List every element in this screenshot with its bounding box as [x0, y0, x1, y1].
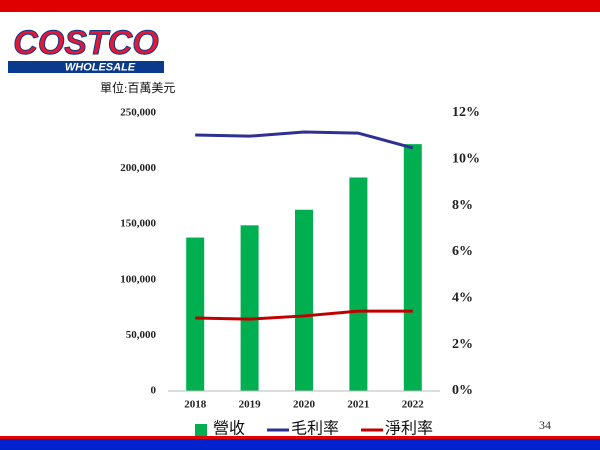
bar — [295, 209, 313, 391]
bar — [240, 225, 259, 391]
y2-tick-label: 10% — [452, 152, 480, 167]
logo-stripe — [8, 61, 164, 73]
y2-tick-label: 12% — [452, 105, 480, 120]
y-tick-label: 200,000 — [120, 162, 156, 174]
x-tick-label: 2018 — [184, 399, 207, 411]
line — [195, 130, 414, 150]
y-tick-label: 100,000 — [120, 273, 156, 285]
unit-label: 單位:百萬美元 — [100, 80, 175, 95]
legend-swatch — [195, 424, 207, 436]
x-tick-label: 2022 — [402, 399, 425, 411]
x-tick-label: 2021 — [347, 399, 369, 411]
page-number: 34 — [539, 418, 551, 432]
bar — [186, 237, 205, 391]
top-band — [0, 0, 600, 12]
y2-tick-label: 4% — [452, 291, 473, 306]
y-tick-label: 150,000 — [120, 218, 156, 230]
bar — [403, 144, 422, 391]
bottom-line — [0, 436, 600, 439]
bottom-band — [0, 439, 600, 450]
y2-tick-label: 8% — [452, 198, 473, 213]
y-tick-label: 50,000 — [126, 329, 157, 341]
line — [195, 309, 413, 321]
logo-top: COSTCO — [13, 24, 158, 62]
bar — [349, 177, 368, 391]
y2-tick-label: 2% — [452, 337, 473, 352]
x-tick-label: 2020 — [293, 399, 316, 411]
y-tick-label: 0 — [151, 385, 157, 397]
logo-bottom: WHOLESALE — [65, 61, 136, 73]
legend-label: 淨利率 — [385, 420, 433, 438]
y2-tick-label: 6% — [452, 244, 473, 259]
y-tick-label: 250,000 — [120, 107, 156, 119]
legend-label: 毛利率 — [291, 420, 339, 438]
legend-label: 營收 — [213, 420, 245, 438]
y2-tick-label: 0% — [452, 383, 473, 398]
x-tick-label: 2019 — [239, 399, 262, 411]
